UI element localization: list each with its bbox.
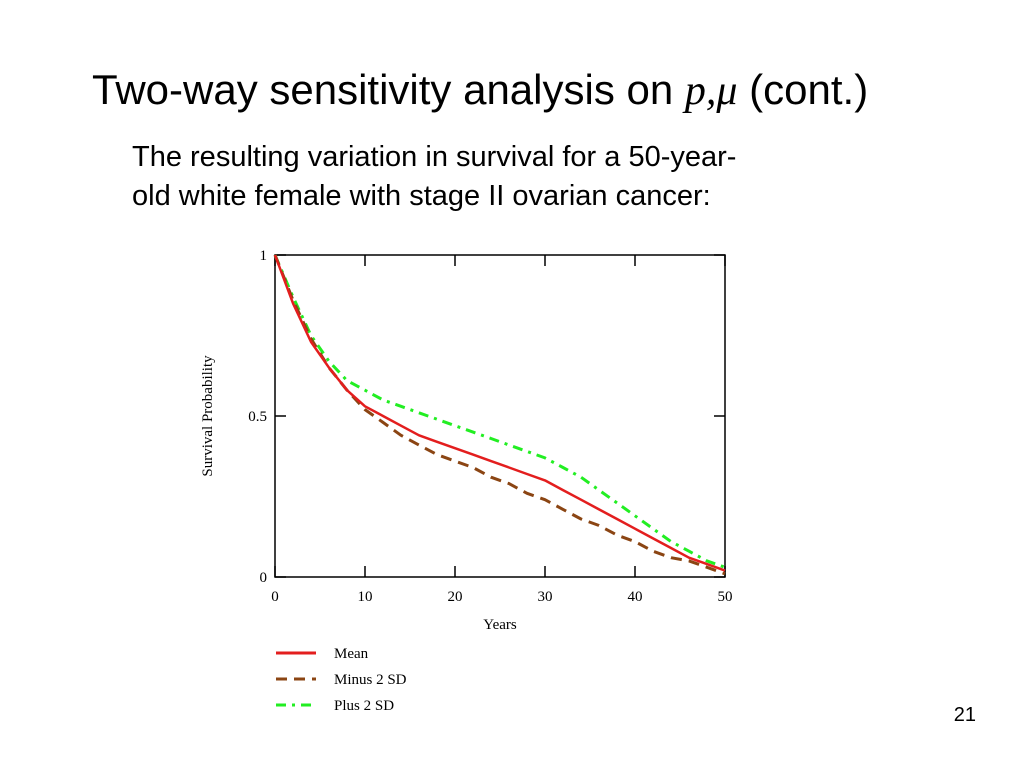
legend-label: Mean [334, 646, 369, 662]
series-line-plus-2-sd [273, 254, 726, 569]
slide-number: 21 [953, 704, 976, 726]
subtitle-line-2: old white female with stage II ovarian c… [132, 180, 711, 212]
legend-label: Minus 2 SD [334, 672, 407, 688]
x-tick-label: 0 [271, 589, 279, 605]
axis-tick-labels: 0 10 20 30 40 50 0 0.5 1 [248, 248, 732, 605]
title-symbol: p,μ [684, 68, 738, 114]
x-axis-label: Years [483, 617, 517, 633]
title-prefix: Two-way sensitivity analysis on [92, 66, 685, 113]
y-tick-label: 0.5 [248, 409, 267, 425]
slide-subtitle: The resulting variation in survival for … [132, 138, 892, 216]
x-tick-label: 30 [538, 589, 553, 605]
y-tick-label: 0 [260, 570, 268, 586]
axis-ticks [274, 254, 726, 578]
plot-frame [274, 254, 726, 578]
series-line-minus-2-sd [273, 254, 726, 576]
legend-label: Plus 2 SD [334, 698, 394, 714]
slide-title: Two-way sensitivity analysis on p,μ (con… [92, 64, 868, 117]
x-tick-label: 40 [628, 589, 643, 605]
x-tick-label: 20 [448, 589, 463, 605]
subtitle-line-1: The resulting variation in survival for … [132, 141, 737, 173]
series-line-mean [273, 254, 726, 572]
x-tick-label: 10 [358, 589, 373, 605]
x-tick-label: 50 [718, 589, 733, 605]
y-tick-label: 1 [260, 248, 268, 264]
y-axis-label: Survival Probability [200, 355, 216, 477]
title-suffix: (cont.) [737, 66, 869, 113]
series-lines [273, 254, 726, 576]
chart-legend: Mean Minus 2 SD Plus 2 SD [276, 646, 407, 714]
